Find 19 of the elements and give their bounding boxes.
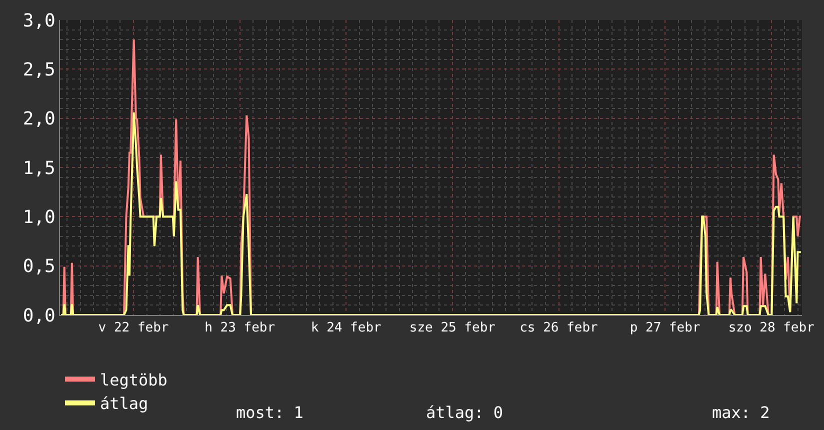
y-tick-label: 0,0 [22,305,56,326]
text: most: 1 [236,403,304,422]
y-tick-label: 2,0 [22,108,56,130]
text: max: 2 [712,403,770,422]
y-tick-label: 2,5 [22,59,56,80]
y-tick-label: 1,0 [22,206,56,228]
y-tick-label: 3,0 [22,10,56,32]
x-tick-label: h 23 febr [204,320,276,336]
x-tick-label: szo 28 febr [728,320,815,336]
x-tick-label: k 24 febr [310,320,382,336]
legend-label: legtöbb [100,370,168,390]
x-tick-label: cs 26 febr [520,320,598,336]
y-tick-label: 0,5 [22,256,56,278]
x-tick-label: v 22 febr [98,320,169,336]
x-tick-label: p 27 febr [630,320,700,336]
y-tick-label: 1,5 [22,158,56,179]
x-tick-label: sze 25 febr [409,320,496,336]
legend-label: átlag [100,394,148,414]
text: átlag: 0 [426,403,504,422]
